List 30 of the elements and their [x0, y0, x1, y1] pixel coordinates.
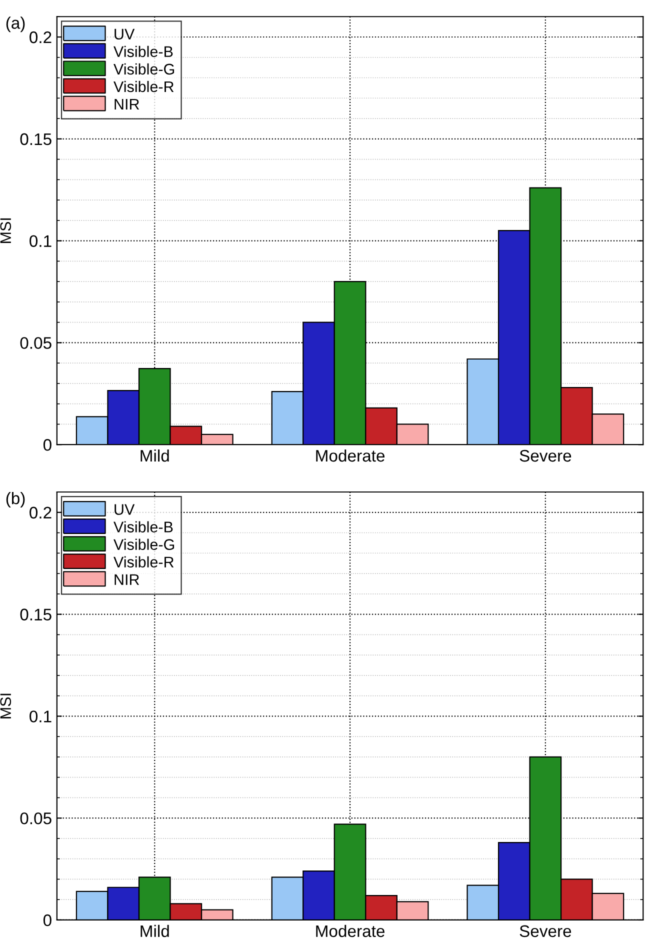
- x-tick-label: Mild: [140, 924, 169, 938]
- x-tick-label: Moderate: [316, 449, 384, 462]
- y-tick-label: 0.2: [30, 506, 52, 519]
- y-axis-title: MSI: [0, 694, 12, 718]
- y-tick-label: 0.2: [30, 31, 52, 44]
- y-tick-label: 0: [43, 439, 52, 451]
- y-tick-label: 0.15: [20, 608, 52, 620]
- legend-label: Visible-G: [114, 538, 174, 550]
- legend-label: UV: [114, 28, 135, 40]
- y-tick-label: 0.05: [20, 812, 52, 824]
- y-tick-label: 0: [43, 914, 52, 926]
- x-tick-label: Mild: [140, 449, 169, 462]
- y-axis-title: MSI: [0, 218, 12, 243]
- x-tick-label: Severe: [520, 450, 572, 462]
- legend-label: UV: [114, 504, 135, 515]
- legend-label: NIR: [114, 99, 140, 110]
- legend-label: Visible-B: [114, 46, 173, 58]
- x-tick-label: Moderate: [316, 924, 384, 938]
- legend-label: Visible-G: [114, 63, 174, 75]
- y-tick-label: 0.05: [20, 337, 52, 349]
- x-tick-label: Severe: [520, 925, 572, 938]
- legend-label: NIR: [114, 574, 140, 585]
- chart-title: (b): [6, 492, 25, 508]
- chart-title: (a): [6, 16, 25, 32]
- y-tick-label: 0.1: [30, 235, 52, 248]
- legend-label: Visible-R: [114, 80, 174, 92]
- legend-label: Visible-R: [114, 556, 174, 568]
- y-tick-label: 0.15: [20, 133, 52, 146]
- y-tick-label: 0.1: [30, 710, 52, 722]
- legend-label: Visible-B: [114, 521, 173, 532]
